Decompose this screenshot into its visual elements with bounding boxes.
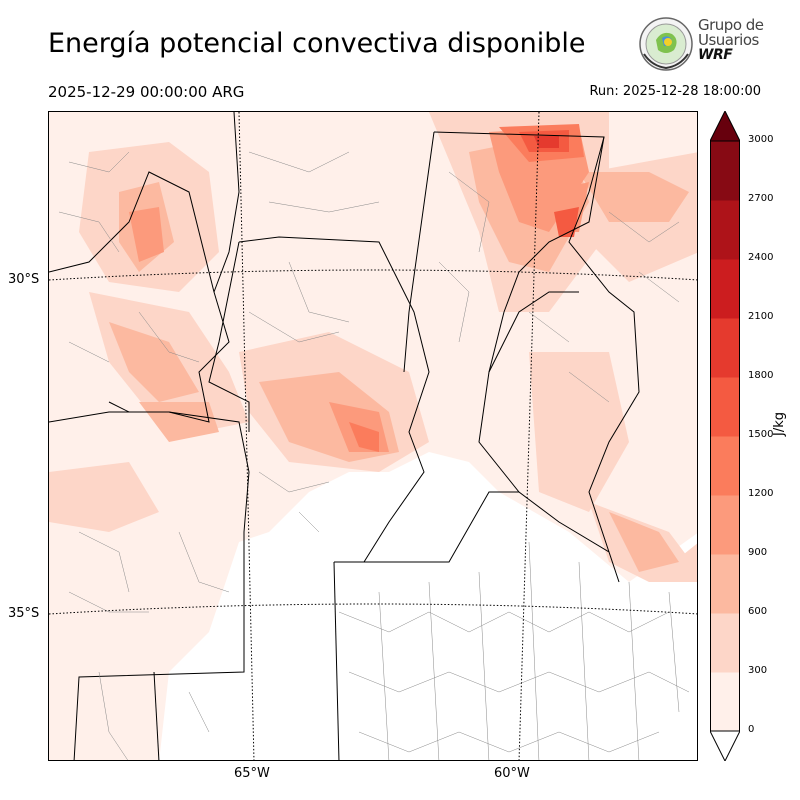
lat-label-30: 30°S — [8, 272, 40, 287]
logo-emblem-icon — [639, 17, 693, 71]
colorbar-segment — [710, 672, 740, 732]
lon-label-65: 65°W — [234, 766, 270, 781]
graticule — [49, 112, 697, 760]
colorbar-tick-label: 0 — [748, 724, 755, 735]
colorbar-tick-label: 1800 — [748, 370, 774, 381]
colorbar-unit: J/kg — [772, 412, 787, 436]
cape-map — [48, 111, 698, 761]
colorbar-tick-label: 1200 — [748, 488, 774, 499]
colorbar-segment — [710, 495, 740, 555]
colorbar-segment — [710, 141, 740, 201]
logo-line-3: WRF — [698, 47, 733, 63]
colorbar-segment — [710, 200, 740, 260]
colorbar — [710, 111, 740, 761]
run-time: Run: 2025-12-28 18:00:00 — [589, 84, 761, 99]
colorbar-tick-label: 300 — [748, 665, 768, 676]
colorbar-tick-label: 2400 — [748, 252, 774, 263]
colorbar-segment — [710, 436, 740, 496]
colorbar-extend-under — [710, 730, 740, 761]
colorbar-segment — [710, 318, 740, 378]
wrf-group-logo: Grupo de Usuarios WRF — [638, 16, 768, 72]
colorbar-segment — [710, 377, 740, 437]
colorbar-segment — [710, 554, 740, 614]
colorbar-tick-label: 2700 — [748, 193, 774, 204]
colorbar-segment — [710, 259, 740, 319]
department-borders — [58, 151, 690, 760]
cape-shading — [49, 112, 697, 760]
colorbar-tick-label: 1500 — [748, 429, 774, 440]
colorbar-segment — [710, 613, 740, 673]
colorbar-tick-label: 900 — [748, 547, 768, 558]
colorbar-extend-over — [710, 111, 740, 142]
lat-label-35: 35°S — [8, 606, 40, 621]
lon-label-60: 60°W — [494, 766, 530, 781]
colorbar-tick-label: 2100 — [748, 311, 774, 322]
cape-field — [49, 112, 697, 760]
valid-time: 2025-12-29 00:00:00 ARG — [48, 83, 245, 101]
chart-title: Energía potencial convectiva disponible — [48, 28, 586, 59]
logo-line-1: Grupo de — [698, 16, 764, 34]
colorbar-tick-label: 3000 — [748, 134, 774, 145]
colorbar-segments — [710, 140, 740, 732]
colorbar-tick-label: 600 — [748, 606, 768, 617]
logo-line-2: Usuarios — [698, 31, 759, 49]
